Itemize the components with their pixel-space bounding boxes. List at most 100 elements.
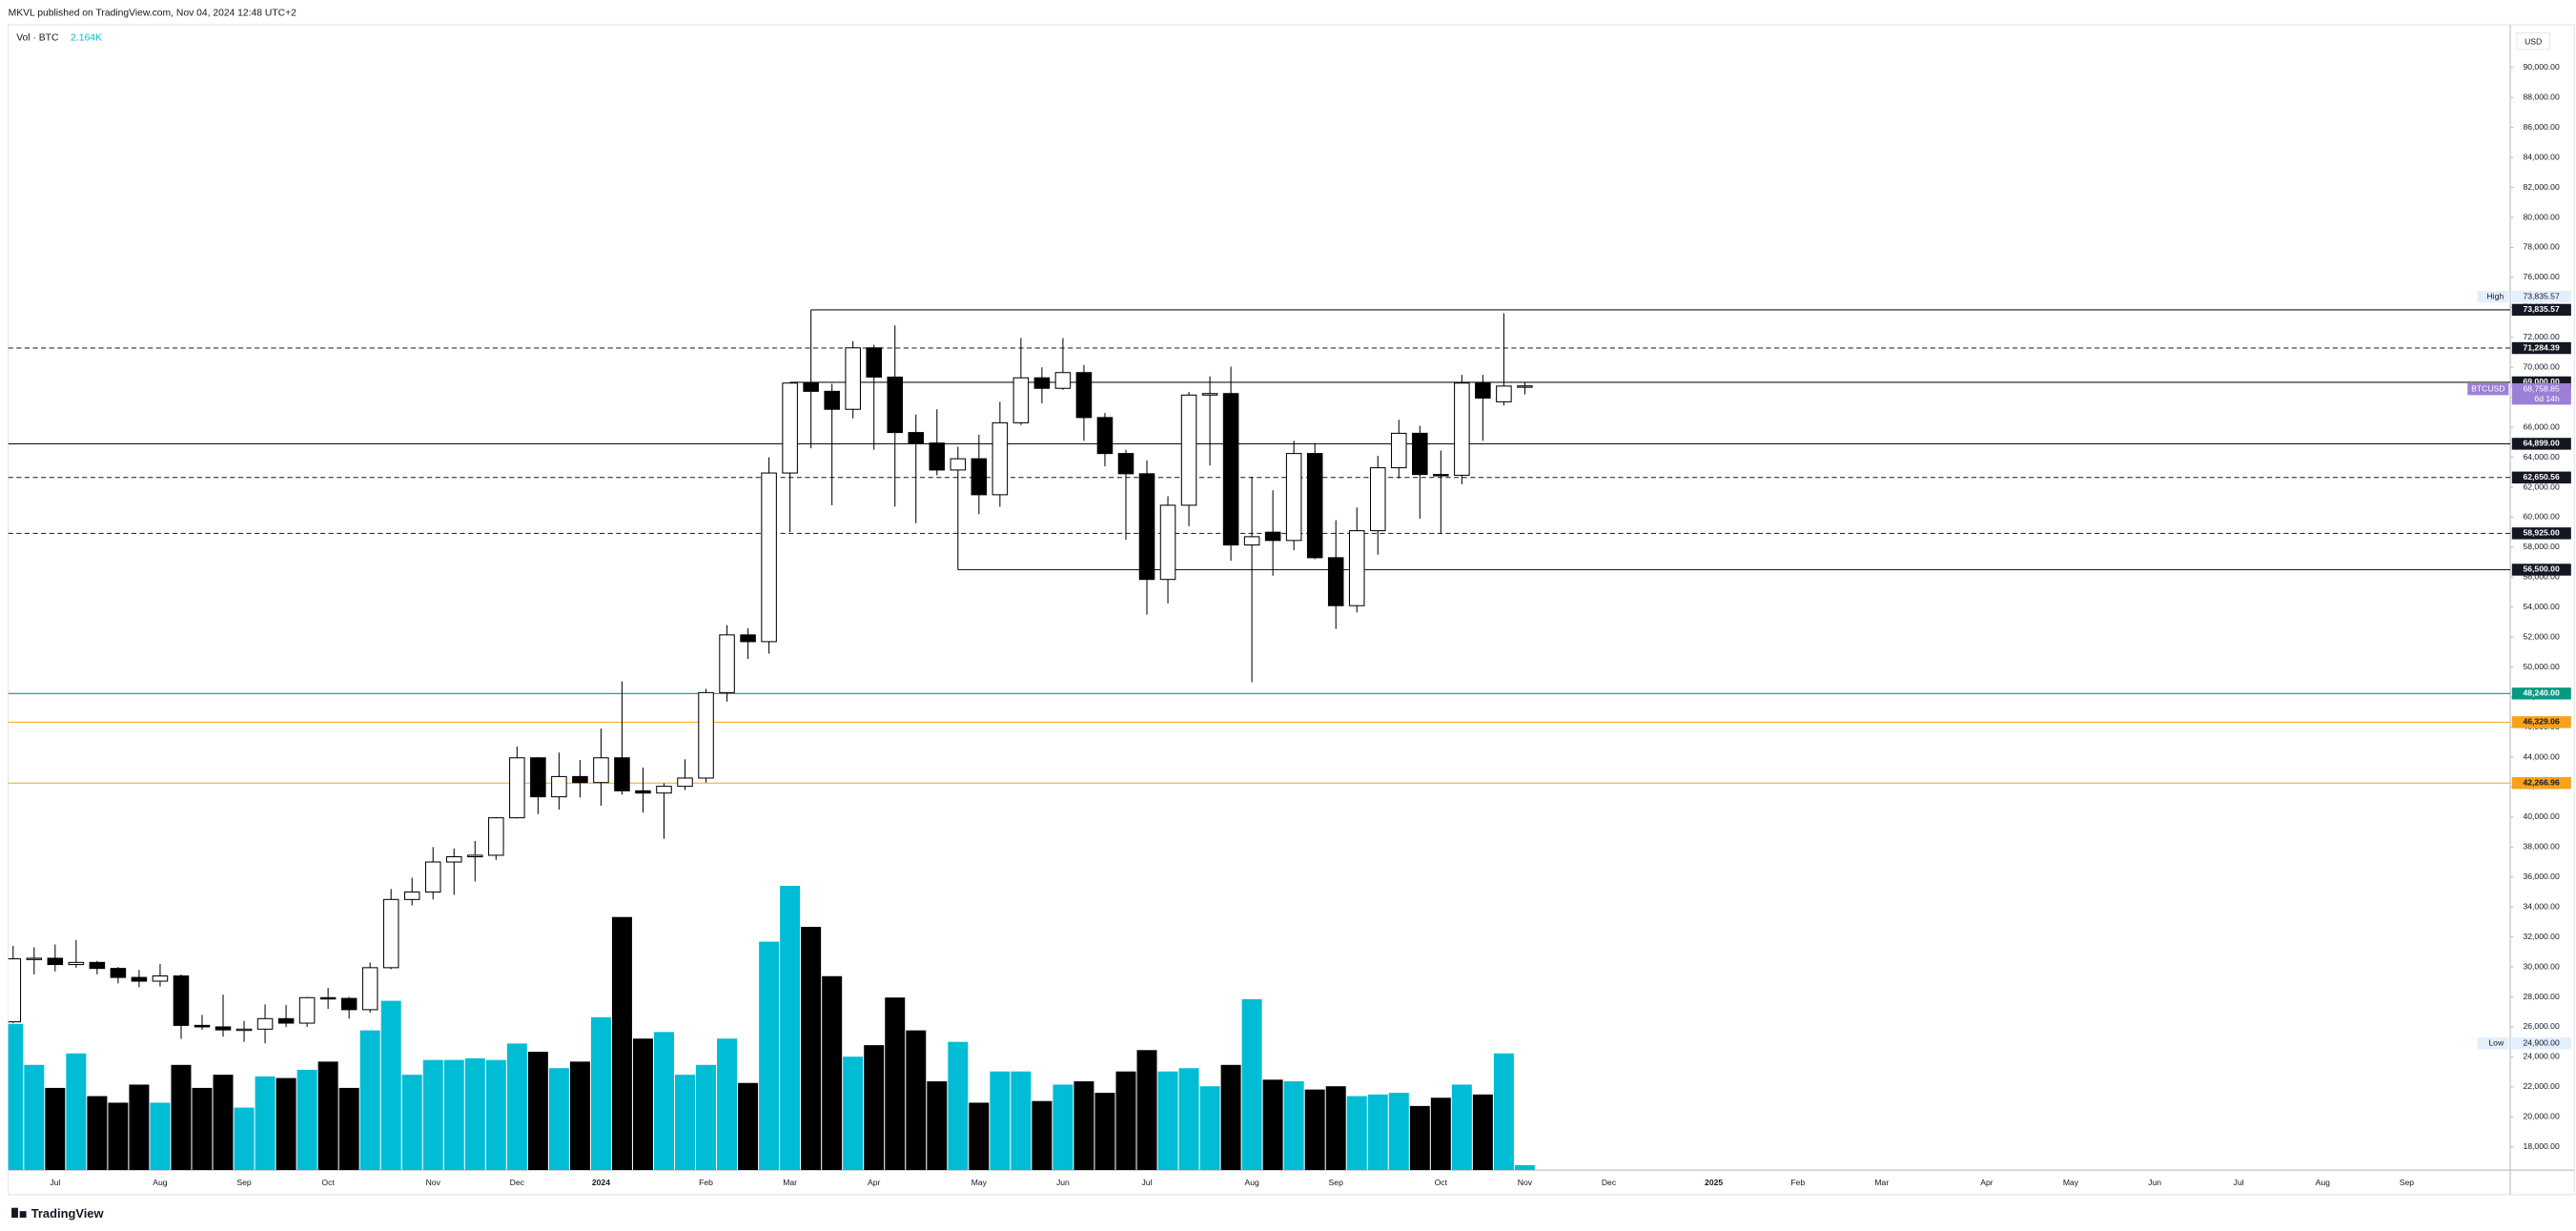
candle-body [26, 957, 43, 960]
candle-body [488, 817, 504, 856]
volume-bar [969, 1102, 990, 1171]
volume-bar [948, 1041, 969, 1171]
y-tick-label: 44,000.00 [2523, 751, 2560, 761]
last-price-countdown: 6d 14h [2534, 394, 2560, 403]
candle-body [971, 458, 988, 496]
volume-bar [1073, 1081, 1094, 1171]
last-price-tag-bg [2467, 382, 2509, 396]
currency-box[interactable] [2516, 32, 2550, 51]
x-tick-label: May [971, 1178, 988, 1187]
candle-body [256, 1017, 274, 1030]
volume-bar [1011, 1071, 1032, 1171]
candle-body [194, 1024, 211, 1028]
candle-body [1180, 394, 1197, 506]
y-tick-label: 38,000.00 [2523, 842, 2560, 851]
candle-body [1054, 372, 1072, 389]
volume-bar [569, 1061, 590, 1171]
y-tick-label: 84,000.00 [2523, 152, 2560, 161]
candle-body [740, 634, 756, 643]
volume-bar [1430, 1098, 1451, 1171]
volume-bar [1367, 1094, 1388, 1171]
x-tick-label: Apr [868, 1178, 881, 1187]
x-tick-label: Jun [2148, 1178, 2161, 1187]
candle-body [424, 861, 441, 892]
candle-body [593, 757, 609, 784]
volume-bar [780, 885, 801, 1171]
x-tick-label: Sep [2400, 1178, 2415, 1187]
y-tick-label: 70,000.00 [2523, 362, 2560, 372]
volume-bar [192, 1087, 213, 1171]
volume-bar [213, 1075, 234, 1171]
last-price-tag: BTCUSD [2471, 383, 2504, 393]
level-label: 46,329.06 [2523, 717, 2560, 727]
volume-bar [1199, 1086, 1220, 1171]
level-label: 69,000.00 [2523, 377, 2560, 386]
level-label-bg [2511, 527, 2571, 540]
candle-body [1327, 557, 1344, 606]
level-label: 73,835.57 [2523, 304, 2560, 314]
volume-bar [359, 1030, 380, 1171]
y-tick-label: 40,000.00 [2523, 811, 2560, 821]
volume-bar [171, 1064, 192, 1171]
candle-body [572, 775, 588, 784]
level-label-bg [2511, 687, 2571, 700]
candle-body [719, 634, 735, 693]
y-tick-label: 82,000.00 [2523, 182, 2560, 192]
volume-bar [1451, 1084, 1472, 1171]
x-tick-label: Jul [1142, 1178, 1153, 1187]
candle-body [1243, 536, 1260, 546]
level-label: 56,500.00 [2523, 564, 2560, 574]
x-tick-label: Aug [1244, 1178, 1259, 1187]
last-price-label-bg [2511, 382, 2571, 405]
candle-body [1012, 377, 1030, 423]
y-tick-label: 88,000.00 [2523, 92, 2560, 102]
x-tick-label: Dec [510, 1178, 525, 1187]
candle-body [1433, 474, 1449, 477]
volume-bar [1325, 1086, 1346, 1171]
volume-bar [443, 1059, 464, 1171]
candle-body [1454, 382, 1470, 476]
candle-body [551, 775, 567, 798]
candle-body [614, 757, 630, 791]
candle-body [445, 856, 462, 863]
y-tick-label: 62,000.00 [2523, 482, 2560, 491]
y-tick-label: 34,000.00 [2523, 901, 2560, 911]
y-tick-label: 56,000.00 [2523, 572, 2560, 582]
candle-body [656, 786, 672, 794]
candle-body [761, 472, 777, 643]
x-tick-label: Nov [426, 1178, 441, 1187]
volume-bar [717, 1038, 738, 1171]
candle-body [361, 967, 378, 1011]
y-tick-label: 58,000.00 [2523, 542, 2560, 551]
marker-tag-bg [2477, 1037, 2509, 1050]
y-tick-label: 60,000.00 [2523, 512, 2560, 522]
level-label: 42,266.96 [2523, 777, 2560, 787]
candle-body [677, 777, 693, 788]
candle-body [635, 790, 651, 794]
candle-body [1222, 393, 1239, 546]
x-tick-label: Mar [1874, 1178, 1889, 1187]
level-label-bg [2511, 341, 2571, 355]
x-tick-label: 2024 [592, 1178, 610, 1187]
candle-body [887, 376, 904, 434]
y-tick-label: 64,000.00 [2523, 452, 2560, 462]
volume-bar [1220, 1064, 1241, 1171]
marker-label: 73,835.57 [2523, 291, 2560, 300]
x-tick-label: Sep [236, 1178, 252, 1187]
x-tick-label: Dec [1602, 1178, 1617, 1187]
x-tick-label: Oct [1435, 1178, 1448, 1187]
marker-tag: Low [2488, 1038, 2504, 1048]
volume-bar [1241, 998, 1262, 1171]
y-tick-label: 80,000.00 [2523, 212, 2560, 221]
volume-bar [485, 1059, 506, 1171]
volume-bar [422, 1059, 443, 1171]
candle-body [1075, 372, 1093, 419]
candle-body [1264, 531, 1281, 542]
volume-bar [864, 1045, 885, 1171]
candle-body [89, 961, 106, 970]
volume-bar [401, 1075, 422, 1171]
candle-body [1285, 453, 1302, 542]
volume-bar [1094, 1093, 1115, 1171]
y-tick-label: 54,000.00 [2523, 602, 2560, 611]
